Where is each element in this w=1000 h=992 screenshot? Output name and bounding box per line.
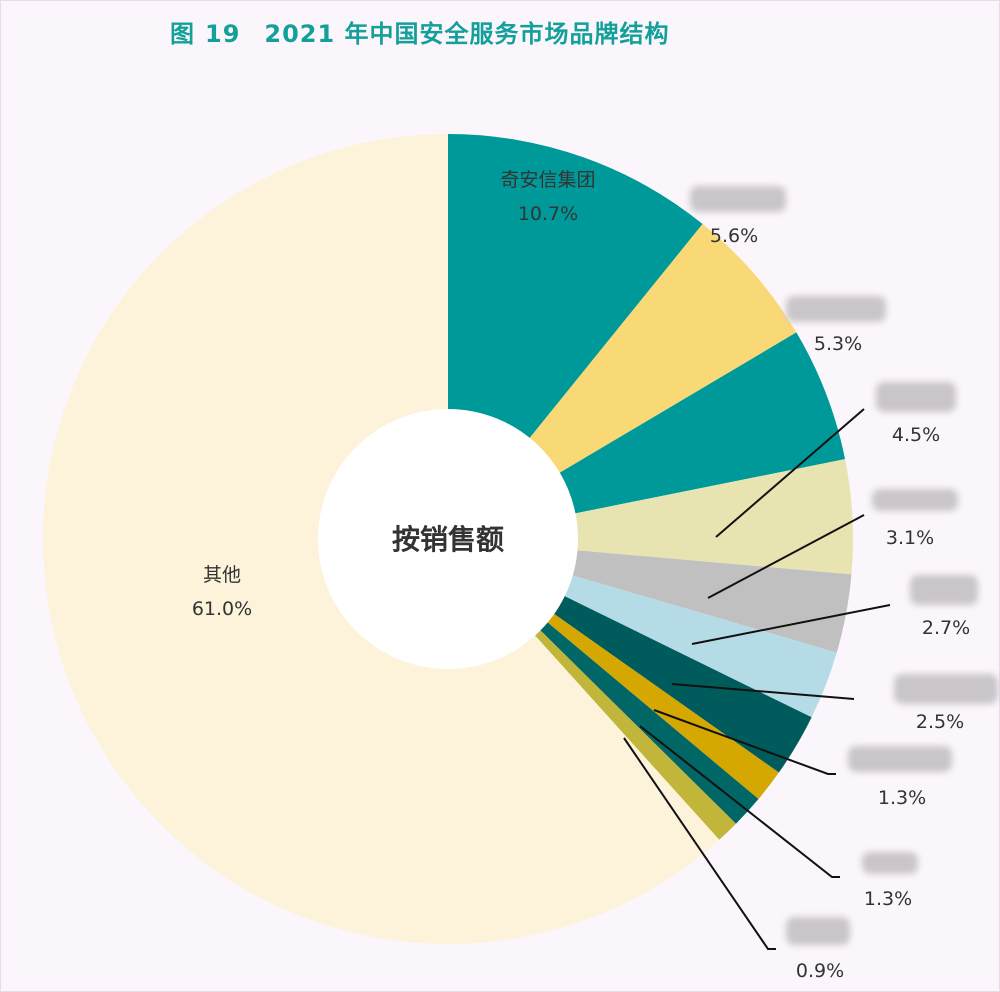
- slice-value-label: 1.3%: [864, 888, 912, 910]
- leader-line: [653, 709, 836, 775]
- leader-line: [671, 683, 855, 700]
- obscured-brand-name: [786, 296, 886, 322]
- leader-lines: [623, 408, 891, 950]
- leader-line: [691, 604, 891, 645]
- slice-value-label: 2.5%: [916, 711, 964, 733]
- obscured-brand-name: [690, 186, 786, 212]
- slice-labels: 奇安信集团 10.7% 5.6% 5.3% 4.5% 3.1% 2.7% 2.5% 1.3% 1.…: [192, 169, 998, 982]
- donut-center-label: 按销售额: [392, 523, 504, 556]
- leader-line: [715, 408, 865, 538]
- donut-hole: [318, 409, 578, 669]
- slice-value-label: 5.6%: [710, 225, 758, 247]
- leader-line: [707, 514, 865, 599]
- slice-value-label: 0.9%: [796, 960, 844, 982]
- obscured-brand-name: [862, 852, 918, 874]
- figure-title-text: 2021 年中国安全服务市场品牌结构: [264, 20, 670, 48]
- slice-name-label: 其他: [203, 564, 241, 586]
- slice-value-label: 4.5%: [892, 424, 940, 446]
- obscured-brand-name: [876, 382, 956, 412]
- obscured-brand-name: [894, 674, 998, 704]
- leader-line: [623, 737, 776, 950]
- figure-number: 19: [205, 20, 241, 48]
- slice-value-label: 61.0%: [192, 598, 252, 620]
- obscured-brand-name: [786, 917, 850, 945]
- leader-line: [639, 725, 840, 878]
- slice-value-label: 5.3%: [814, 333, 862, 355]
- figure-prefix: 图: [170, 20, 195, 48]
- obscured-brand-name: [848, 746, 952, 772]
- slice-value-label: 3.1%: [886, 527, 934, 549]
- slice-value-label: 10.7%: [518, 203, 578, 225]
- slice-value-label: 1.3%: [878, 787, 926, 809]
- chart-title: 图 19 2021 年中国安全服务市场品牌结构: [170, 14, 670, 49]
- slice-name-label: 奇安信集团: [500, 169, 595, 191]
- obscured-brand-name: [910, 575, 978, 605]
- obscured-brand-name: [872, 489, 958, 511]
- slice-value-label: 2.7%: [922, 617, 970, 639]
